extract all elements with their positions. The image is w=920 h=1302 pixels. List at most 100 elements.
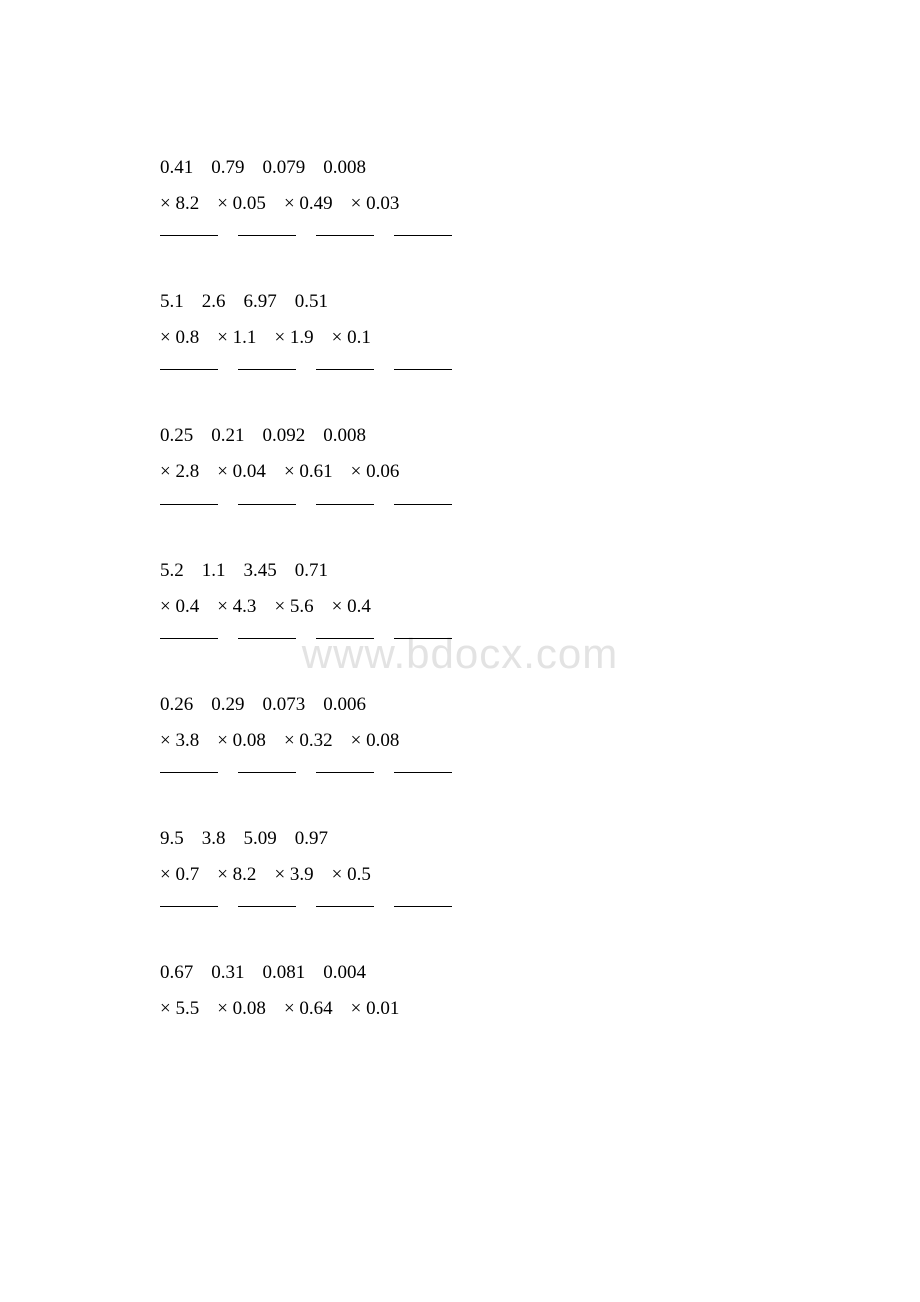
answer-blank <box>316 356 374 370</box>
multiplicand-row: 0.25 0.21 0.092 0.008 <box>160 418 760 454</box>
multiplicand: 0.092 <box>263 418 306 454</box>
problem-group: 0.26 0.29 0.073 0.006 × 3.8 × 0.08 × 0.3… <box>160 687 760 773</box>
multiplier: × 0.01 <box>351 991 400 1027</box>
multiplier: × 5.5 <box>160 991 199 1027</box>
multiplier: × 0.08 <box>217 723 266 759</box>
problem-group: 9.5 3.8 5.09 0.97 × 0.7 × 8.2 × 3.9 × 0.… <box>160 821 760 907</box>
answer-blank <box>160 222 218 236</box>
multiplier: × 5.6 <box>274 589 313 625</box>
answer-blank <box>394 625 452 639</box>
multiplicand-row: 5.2 1.1 3.45 0.71 <box>160 553 760 589</box>
answer-row <box>160 491 760 505</box>
answer-blank <box>316 759 374 773</box>
answer-row <box>160 222 760 236</box>
answer-blank <box>238 893 296 907</box>
multiplicand: 1.1 <box>202 553 226 589</box>
answer-blank <box>160 759 218 773</box>
multiplicand: 0.97 <box>295 821 328 857</box>
answer-blank <box>316 893 374 907</box>
multiplicand: 0.71 <box>295 553 328 589</box>
answer-row <box>160 625 760 639</box>
multiplicand: 6.97 <box>244 284 277 320</box>
multiplicand: 0.31 <box>211 955 244 991</box>
multiplicand: 5.1 <box>160 284 184 320</box>
multiplier-row: × 8.2 × 0.05 × 0.49 × 0.03 <box>160 186 760 222</box>
multiplier: × 0.1 <box>332 320 371 356</box>
multiplicand: 0.25 <box>160 418 193 454</box>
answer-blank <box>238 491 296 505</box>
multiplicand: 0.21 <box>211 418 244 454</box>
answer-blank <box>238 759 296 773</box>
answer-blank <box>160 893 218 907</box>
multiplicand: 3.8 <box>202 821 226 857</box>
problem-group: 0.67 0.31 0.081 0.004 × 5.5 × 0.08 × 0.6… <box>160 955 760 1027</box>
answer-blank <box>394 759 452 773</box>
multiplier-row: × 0.8 × 1.1 × 1.9 × 0.1 <box>160 320 760 356</box>
multiplicand: 0.51 <box>295 284 328 320</box>
multiplicand-row: 0.67 0.31 0.081 0.004 <box>160 955 760 991</box>
multiplier: × 0.4 <box>160 589 199 625</box>
multiplicand: 0.006 <box>323 687 366 723</box>
multiplier: × 8.2 <box>217 857 256 893</box>
problem-group: 5.2 1.1 3.45 0.71 × 0.4 × 4.3 × 5.6 × 0.… <box>160 553 760 639</box>
multiplier: × 3.9 <box>274 857 313 893</box>
answer-row <box>160 759 760 773</box>
answer-blank <box>316 222 374 236</box>
multiplier: × 0.08 <box>217 991 266 1027</box>
multiplier: × 0.7 <box>160 857 199 893</box>
problem-group: 5.1 2.6 6.97 0.51 × 0.8 × 1.1 × 1.9 × 0.… <box>160 284 760 370</box>
multiplicand: 0.004 <box>323 955 366 991</box>
multiplier: × 8.2 <box>160 186 199 222</box>
problem-group: 0.25 0.21 0.092 0.008 × 2.8 × 0.04 × 0.6… <box>160 418 760 504</box>
answer-row <box>160 893 760 907</box>
multiplicand: 0.67 <box>160 955 193 991</box>
answer-blank <box>238 625 296 639</box>
multiplicand: 0.41 <box>160 150 193 186</box>
multiplicand: 0.008 <box>323 418 366 454</box>
multiplicand: 0.079 <box>263 150 306 186</box>
multiplier: × 0.08 <box>351 723 400 759</box>
multiplier: × 1.1 <box>217 320 256 356</box>
multiplier: × 0.06 <box>351 454 400 490</box>
multiplier: × 0.03 <box>351 186 400 222</box>
multiplicand-row: 5.1 2.6 6.97 0.51 <box>160 284 760 320</box>
worksheet-content: 0.41 0.79 0.079 0.008 × 8.2 × 0.05 × 0.4… <box>160 150 760 1027</box>
answer-blank <box>160 356 218 370</box>
multiplier-row: × 3.8 × 0.08 × 0.32 × 0.08 <box>160 723 760 759</box>
multiplier: × 2.8 <box>160 454 199 490</box>
multiplicand-row: 0.41 0.79 0.079 0.008 <box>160 150 760 186</box>
multiplier: × 0.5 <box>332 857 371 893</box>
multiplier: × 0.61 <box>284 454 333 490</box>
answer-blank <box>394 222 452 236</box>
multiplicand-row: 0.26 0.29 0.073 0.006 <box>160 687 760 723</box>
multiplicand: 9.5 <box>160 821 184 857</box>
answer-blank <box>394 893 452 907</box>
multiplier: × 0.04 <box>217 454 266 490</box>
multiplicand-row: 9.5 3.8 5.09 0.97 <box>160 821 760 857</box>
multiplicand: 5.09 <box>244 821 277 857</box>
answer-blank <box>238 222 296 236</box>
multiplicand: 2.6 <box>202 284 226 320</box>
multiplicand: 0.29 <box>211 687 244 723</box>
multiplier: × 0.8 <box>160 320 199 356</box>
answer-blank <box>316 491 374 505</box>
answer-blank <box>160 625 218 639</box>
multiplicand: 0.26 <box>160 687 193 723</box>
answer-blank <box>394 491 452 505</box>
multiplicand: 0.79 <box>211 150 244 186</box>
multiplicand: 3.45 <box>244 553 277 589</box>
multiplier: × 0.49 <box>284 186 333 222</box>
multiplicand: 0.008 <box>323 150 366 186</box>
problem-group: 0.41 0.79 0.079 0.008 × 8.2 × 0.05 × 0.4… <box>160 150 760 236</box>
answer-blank <box>160 491 218 505</box>
multiplicand: 0.081 <box>263 955 306 991</box>
multiplier-row: × 5.5 × 0.08 × 0.64 × 0.01 <box>160 991 760 1027</box>
answer-blank <box>316 625 374 639</box>
answer-row <box>160 356 760 370</box>
multiplier: × 0.05 <box>217 186 266 222</box>
multiplier: × 1.9 <box>274 320 313 356</box>
multiplier: × 0.64 <box>284 991 333 1027</box>
multiplier-row: × 0.7 × 8.2 × 3.9 × 0.5 <box>160 857 760 893</box>
multiplier: × 0.32 <box>284 723 333 759</box>
answer-blank <box>238 356 296 370</box>
